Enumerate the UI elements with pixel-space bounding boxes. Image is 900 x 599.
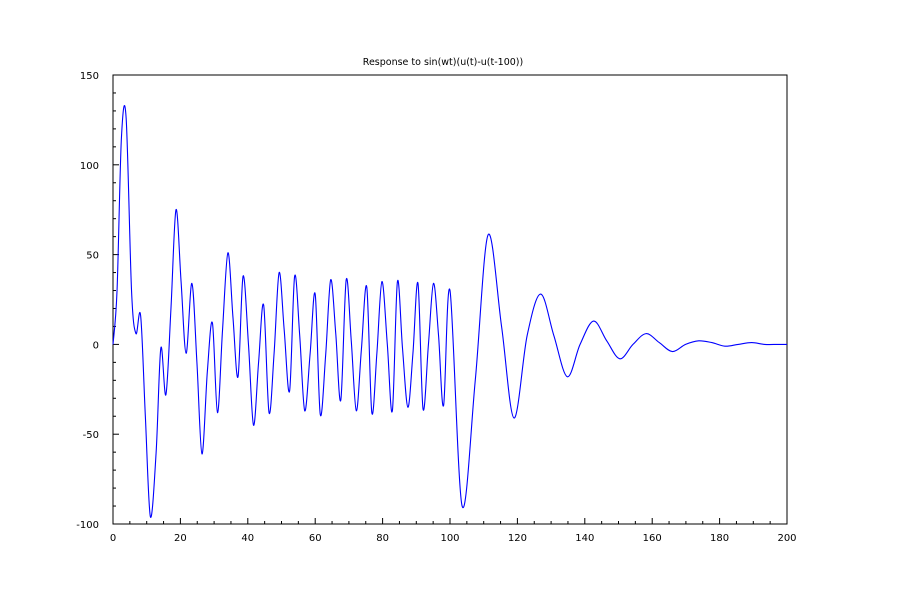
x-tick-label: 140 <box>575 533 594 544</box>
x-tick-label: 20 <box>174 533 187 544</box>
x-tick-label: 100 <box>440 533 459 544</box>
x-tick-label: 160 <box>643 533 662 544</box>
x-tick-label: 80 <box>376 533 389 544</box>
y-tick-label: 0 <box>93 340 99 351</box>
x-tick-label: 0 <box>110 533 116 544</box>
y-tick-label: -50 <box>83 430 99 441</box>
y-tick-label: -100 <box>76 520 99 531</box>
x-tick-label: 120 <box>508 533 527 544</box>
x-tick-label: 60 <box>309 533 322 544</box>
plot-area: 0 20 40 60 80 100 120 140 160 180 200 -100 -50 0 50 10… <box>76 71 796 544</box>
y-tick-label: 50 <box>86 251 99 262</box>
y-axis: -100 -50 0 50 100 150 <box>76 71 119 531</box>
chart-title: Response to sin(wt)(u(t)-u(t-100)) <box>363 57 523 68</box>
y-tick-label: 100 <box>80 161 99 172</box>
x-tick-label: 180 <box>710 533 729 544</box>
x-tick-label: 40 <box>241 533 254 544</box>
series-line <box>112 104 787 518</box>
x-axis: 0 20 40 60 80 100 120 140 160 180 200 <box>110 518 797 544</box>
y-tick-label: 150 <box>80 71 99 82</box>
x-tick-label: 200 <box>777 533 796 544</box>
